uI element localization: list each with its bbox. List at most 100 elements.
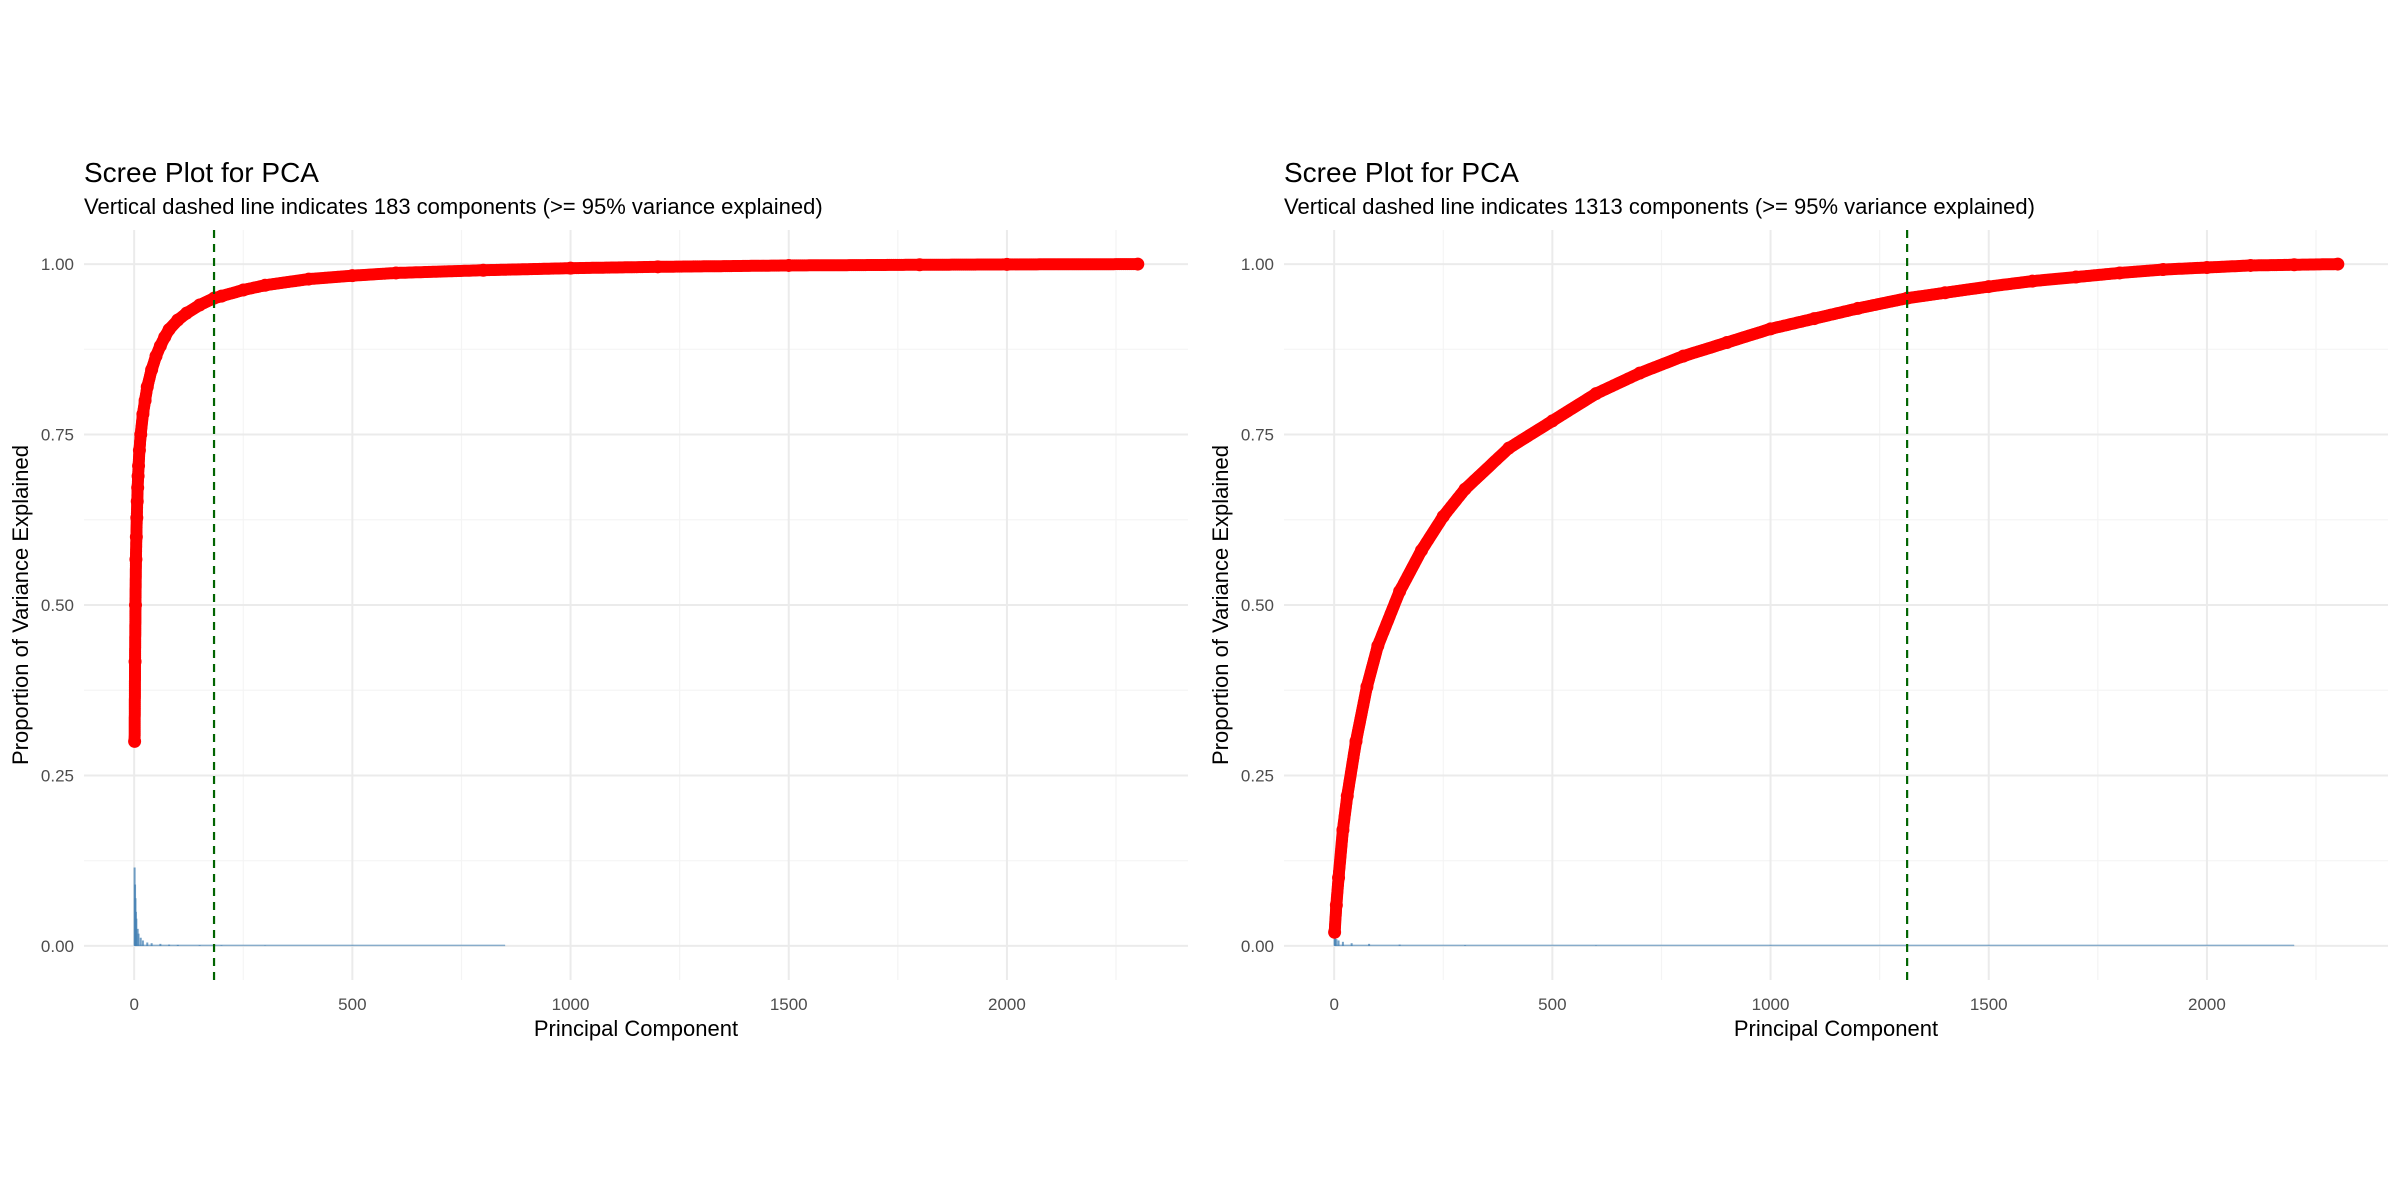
cumulative-line bbox=[1332, 262, 2338, 933]
chart-subtitle: Vertical dashed line indicates 1313 comp… bbox=[1284, 194, 2035, 219]
data-point bbox=[1502, 441, 1516, 455]
data-point bbox=[476, 263, 490, 277]
data-point bbox=[1336, 823, 1350, 837]
chart-title: Scree Plot for PCA bbox=[84, 157, 319, 188]
data-point bbox=[131, 469, 145, 483]
data-point bbox=[128, 655, 142, 669]
y-tick-label: 0.00 bbox=[1241, 937, 1274, 956]
data-point bbox=[2156, 263, 2170, 277]
data-point bbox=[149, 349, 163, 363]
data-point bbox=[136, 407, 150, 421]
data-point bbox=[1436, 509, 1450, 523]
y-tick-label: 0.25 bbox=[41, 766, 74, 785]
data-point bbox=[1414, 543, 1428, 557]
x-tick-label: 2000 bbox=[2188, 995, 2226, 1014]
data-point bbox=[258, 278, 272, 292]
data-point bbox=[128, 598, 142, 612]
data-point bbox=[345, 269, 359, 283]
y-axis-title: Proportion of Variance Explained bbox=[1208, 445, 1233, 765]
x-tick-label: 1000 bbox=[552, 995, 590, 1014]
x-axis-title: Principal Component bbox=[1734, 1016, 1938, 1041]
data-point bbox=[131, 481, 145, 495]
data-point bbox=[1371, 639, 1385, 653]
data-point bbox=[236, 283, 250, 297]
data-point bbox=[132, 443, 146, 457]
data-point bbox=[134, 428, 148, 442]
x-tick-label: 1500 bbox=[770, 995, 808, 1014]
data-point bbox=[389, 266, 403, 280]
data-point bbox=[1360, 680, 1374, 694]
x-tick-label: 500 bbox=[338, 995, 366, 1014]
data-point bbox=[138, 393, 152, 407]
x-tick-label: 500 bbox=[1538, 995, 1566, 1014]
data-point bbox=[1458, 482, 1472, 496]
data-point bbox=[2244, 258, 2258, 272]
x-tick-label: 1500 bbox=[1970, 995, 2008, 1014]
data-point bbox=[1938, 286, 1952, 300]
data-point bbox=[1982, 280, 1996, 294]
data-point bbox=[145, 363, 159, 377]
data-point bbox=[1349, 734, 1363, 748]
data-point bbox=[214, 289, 228, 303]
data-point bbox=[1807, 312, 1821, 326]
x-tick-label: 0 bbox=[129, 995, 138, 1014]
data-point bbox=[2025, 274, 2039, 288]
x-tick-label: 0 bbox=[1329, 995, 1338, 1014]
data-point bbox=[1764, 322, 1778, 336]
data-point bbox=[128, 734, 142, 748]
data-point bbox=[1676, 349, 1690, 363]
data-point bbox=[651, 260, 665, 274]
data-point bbox=[1131, 257, 1145, 271]
data-point bbox=[1589, 387, 1603, 401]
data-point bbox=[564, 261, 578, 275]
data-point bbox=[2113, 266, 2127, 280]
data-point bbox=[132, 459, 146, 473]
cumulative-points bbox=[1328, 258, 2344, 939]
data-point bbox=[1000, 257, 1014, 271]
data-point bbox=[140, 380, 154, 394]
chart-title: Scree Plot for PCA bbox=[1284, 157, 1519, 188]
data-point bbox=[782, 258, 796, 272]
data-point bbox=[1900, 291, 1914, 305]
x-axis-title: Principal Component bbox=[534, 1016, 738, 1041]
y-tick-label: 0.50 bbox=[41, 596, 74, 615]
cumulative-line bbox=[132, 262, 1138, 742]
data-point bbox=[129, 552, 143, 566]
data-point bbox=[2200, 261, 2214, 274]
y-tick-label: 0.75 bbox=[41, 426, 74, 445]
data-point bbox=[302, 272, 316, 286]
x-tick-label: 2000 bbox=[988, 995, 1026, 1014]
y-tick-label: 0.25 bbox=[1241, 766, 1274, 785]
data-point bbox=[1720, 336, 1734, 349]
data-point bbox=[1393, 584, 1407, 598]
chart-subtitle: Vertical dashed line indicates 183 compo… bbox=[84, 194, 823, 219]
x-tick-label: 1000 bbox=[1752, 995, 1790, 1014]
y-tick-label: 0.50 bbox=[1241, 596, 1274, 615]
data-point bbox=[180, 306, 194, 320]
y-tick-label: 0.00 bbox=[41, 937, 74, 956]
y-tick-label: 1.00 bbox=[1241, 255, 1274, 274]
data-point bbox=[2287, 258, 2301, 272]
cumulative-points bbox=[128, 258, 1144, 748]
data-point bbox=[171, 313, 185, 327]
data-point bbox=[1332, 871, 1346, 885]
data-point bbox=[162, 323, 176, 337]
data-point bbox=[129, 530, 143, 544]
y-tick-label: 1.00 bbox=[41, 255, 74, 274]
data-point bbox=[913, 258, 927, 272]
y-tick-label: 0.75 bbox=[1241, 426, 1274, 445]
data-point bbox=[1633, 366, 1647, 380]
data-point bbox=[1328, 925, 1342, 939]
data-point bbox=[1851, 301, 1865, 315]
chart-panel-2: 0 500 1000 1500 2000 0.00 0.25 0.50 0.75 1.00 Scre… bbox=[1208, 157, 2388, 1041]
data-point bbox=[2069, 270, 2083, 284]
data-point bbox=[130, 494, 144, 508]
data-point bbox=[130, 511, 144, 525]
data-point bbox=[1329, 898, 1343, 912]
data-point bbox=[1545, 414, 1559, 428]
data-point bbox=[193, 298, 207, 312]
data-point bbox=[1340, 789, 1354, 803]
chart-panel-1: 0 500 1000 1500 2000 0.00 0.25 0.50 0.75 1.00 Scre… bbox=[8, 157, 1188, 1041]
